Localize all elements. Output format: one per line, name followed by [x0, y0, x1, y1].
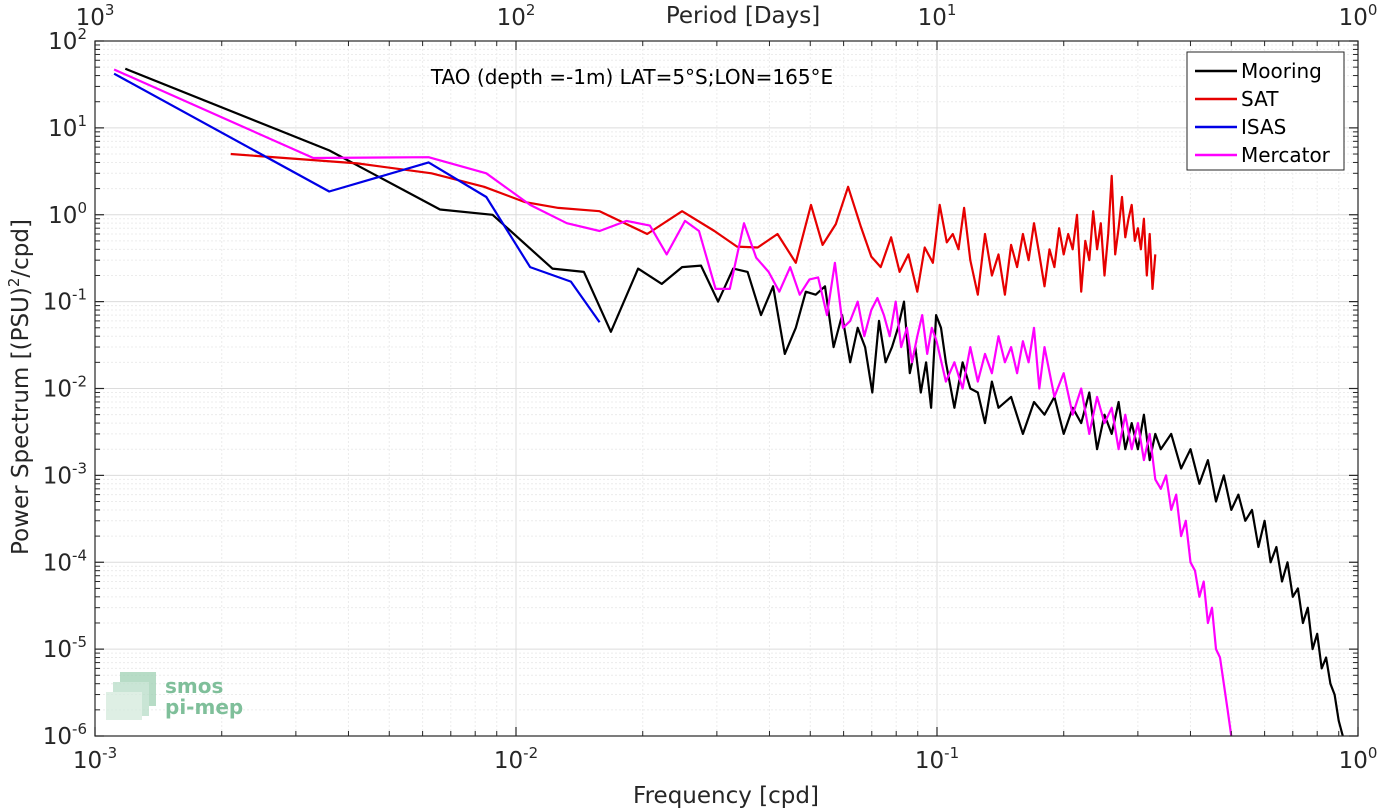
ticks: [94, 40, 1359, 737]
top-tick-label: 103: [76, 1, 115, 31]
tick-label-base: 10: [43, 724, 72, 750]
series-layer: [113, 67, 1344, 737]
tick-label-base: 10: [48, 29, 77, 55]
logo-line-2: pi-mep: [165, 695, 243, 719]
tick-label-exponent: -1: [72, 286, 87, 304]
y-tick-label: 102: [48, 25, 87, 55]
y-tick-label: 10-4: [43, 546, 87, 576]
y-axis-label-sup: 2: [5, 278, 23, 288]
tick-label-exponent: 1: [77, 112, 87, 130]
tick-label-base: 10: [915, 748, 944, 774]
tick-label-base: 10: [73, 748, 102, 774]
y-axis-label: Power Spectrum [(PSU)2/cpd]: [5, 219, 34, 555]
y-tick-label: 10-6: [43, 720, 87, 750]
y-tick-label: 10-5: [43, 633, 87, 663]
legend-label-sat: SAT: [1241, 87, 1279, 111]
tick-label-exponent: 2: [526, 1, 536, 19]
y-tick-label: 10-3: [43, 459, 87, 489]
x-tick-label: 100: [1339, 744, 1377, 774]
legend: Mooring SAT ISAS Mercator: [1186, 51, 1345, 171]
tick-label-exponent: 1: [947, 1, 957, 19]
y-axis-label-main: Power Spectrum [(PSU): [8, 287, 34, 555]
tick-label-base: 10: [43, 637, 72, 663]
tick-label-base: 10: [48, 203, 77, 229]
y-axis-label-tail: /cpd]: [8, 219, 34, 278]
tick-label-base: 10: [43, 550, 72, 576]
tick-label-exponent: -3: [72, 459, 87, 477]
series-line-sat: [230, 152, 1157, 296]
top-tick-label: 101: [918, 1, 957, 31]
tick-label-base: 10: [48, 116, 77, 142]
x-tick-label: 10-3: [73, 744, 117, 774]
tick-label-base: 10: [918, 5, 947, 31]
smos-pi-mep-logo: smos pi-mep: [106, 672, 243, 720]
top-axis-label: Period [Days]: [666, 3, 820, 29]
tick-label-exponent: -5: [72, 633, 87, 651]
y-tick-label: 101: [48, 112, 87, 142]
tick-label-base: 10: [43, 377, 72, 403]
legend-label-mercator: Mercator: [1241, 143, 1331, 167]
tick-label-base: 10: [43, 463, 72, 489]
tick-label-exponent: -4: [72, 546, 87, 564]
tick-label-base: 10: [497, 5, 526, 31]
tick-label-base: 10: [1339, 748, 1368, 774]
y-tick-label: 10-1: [43, 286, 87, 316]
top-tick-label: 100: [1339, 1, 1377, 31]
series-line-mercator: [113, 68, 1233, 737]
x-axis-label: Frequency [cpd]: [633, 783, 819, 809]
y-tick-label: 100: [48, 199, 87, 229]
tick-label-exponent: 2: [77, 25, 87, 43]
tick-label-exponent: -2: [72, 373, 87, 391]
series-line-isas: [113, 72, 601, 323]
tick-label-exponent: 0: [1368, 744, 1377, 762]
tick-label-base: 10: [1339, 5, 1368, 31]
legend-label-isas: ISAS: [1241, 115, 1286, 139]
tick-label-base: 10: [43, 290, 72, 316]
tick-label-exponent: -6: [72, 720, 87, 738]
tick-label-exponent: -1: [944, 744, 959, 762]
tick-label-exponent: 3: [105, 1, 115, 19]
legend-label-mooring: Mooring: [1241, 59, 1322, 83]
tick-label-base: 10: [494, 748, 523, 774]
top-tick-label: 102: [497, 1, 536, 31]
tick-label-exponent: -3: [102, 744, 117, 762]
logo-mark: [106, 672, 156, 720]
x-tick-label: 10-1: [915, 744, 959, 774]
tick-label-exponent: 0: [77, 199, 87, 217]
x-tick-label: 10-2: [494, 744, 538, 774]
chart-title: TAO (depth =-1m) LAT=5°S;LON=165°E: [430, 65, 833, 89]
tick-label-exponent: 0: [1368, 1, 1377, 19]
tick-label-base: 10: [76, 5, 105, 31]
logo-line-1: smos: [165, 674, 223, 698]
y-tick-label: 10-2: [43, 373, 87, 403]
tick-label-exponent: -2: [523, 744, 538, 762]
series-line-mooring: [124, 67, 1344, 737]
